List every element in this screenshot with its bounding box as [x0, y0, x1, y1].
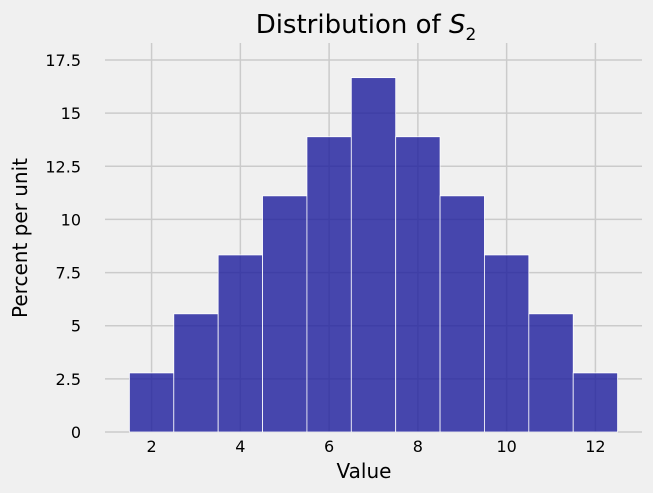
histogram-bar	[439, 195, 485, 433]
y-tick-label: 10	[61, 210, 81, 229]
y-tick-label: 15	[61, 104, 81, 123]
x-tick-label: 8	[413, 437, 423, 456]
y-tick-label: 17.5	[45, 51, 81, 70]
x-tick-label: 6	[324, 437, 334, 456]
histogram-bar	[350, 77, 397, 433]
histogram-bar	[217, 254, 263, 433]
histogram-bar	[528, 313, 574, 433]
x-tick-label: 2	[147, 437, 157, 456]
y-tick-label: 7.5	[56, 264, 81, 283]
histogram-bar	[262, 195, 308, 433]
y-tick-labels: 0 2.5 5 7.5 10 12.5 15 17.5	[45, 51, 81, 442]
histogram-bar	[484, 254, 530, 433]
chart-title-subscript: 2	[465, 25, 476, 45]
chart-title-text: Distribution of	[256, 10, 449, 40]
x-tick-label: 12	[585, 437, 605, 456]
y-tick-label: 0	[71, 423, 81, 442]
chart-title: Distribution of S2	[256, 10, 477, 45]
x-axis-label: Value	[337, 459, 392, 483]
histogram-bar	[395, 136, 441, 433]
chart-title-symbol: S	[449, 10, 466, 40]
bars-group	[129, 77, 618, 433]
histogram-bar	[306, 136, 352, 433]
x-tick-labels: 2 4 6 8 10 12	[147, 437, 606, 456]
y-axis-label: Percent per unit	[8, 158, 32, 318]
y-tick-label: 5	[71, 317, 81, 336]
histogram-bar	[572, 372, 618, 433]
histogram-bar	[173, 313, 219, 433]
y-tick-label: 12.5	[45, 157, 81, 176]
x-tick-label: 4	[235, 437, 245, 456]
histogram-bar	[129, 372, 175, 433]
y-tick-label: 2.5	[56, 370, 81, 389]
x-tick-label: 10	[496, 437, 516, 456]
